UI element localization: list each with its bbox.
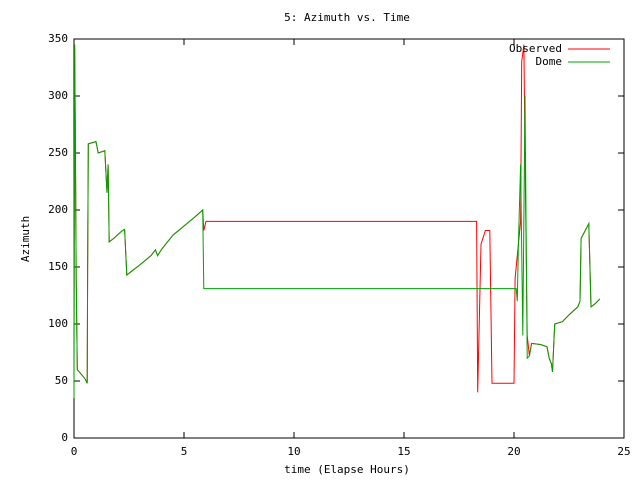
x-tick-label: 10 bbox=[287, 445, 300, 458]
x-tick-label: 20 bbox=[507, 445, 520, 458]
y-tick-label: 200 bbox=[48, 203, 68, 216]
y-tick-label: 50 bbox=[55, 374, 68, 387]
x-tick-label: 5 bbox=[181, 445, 188, 458]
y-tick-label: 0 bbox=[61, 431, 68, 444]
y-tick-label: 300 bbox=[48, 89, 68, 102]
x-tick-label: 15 bbox=[397, 445, 410, 458]
y-axis-label: Azimuth bbox=[19, 216, 32, 262]
x-tick-label: 25 bbox=[617, 445, 630, 458]
series-line bbox=[73, 44, 601, 399]
x-axis-label: time (Elapse Hours) bbox=[284, 463, 410, 476]
chart-title: 5: Azimuth vs. Time bbox=[284, 11, 410, 24]
plot-frame bbox=[73, 38, 625, 439]
y-tick-label: 150 bbox=[48, 260, 68, 273]
y-tick-label: 350 bbox=[48, 32, 68, 45]
y-tick-label: 100 bbox=[48, 317, 68, 330]
legend-label: Dome bbox=[536, 55, 563, 68]
legend-label: Observed bbox=[509, 42, 562, 55]
x-tick-label: 0 bbox=[71, 445, 78, 458]
y-tick-label: 250 bbox=[48, 146, 68, 159]
